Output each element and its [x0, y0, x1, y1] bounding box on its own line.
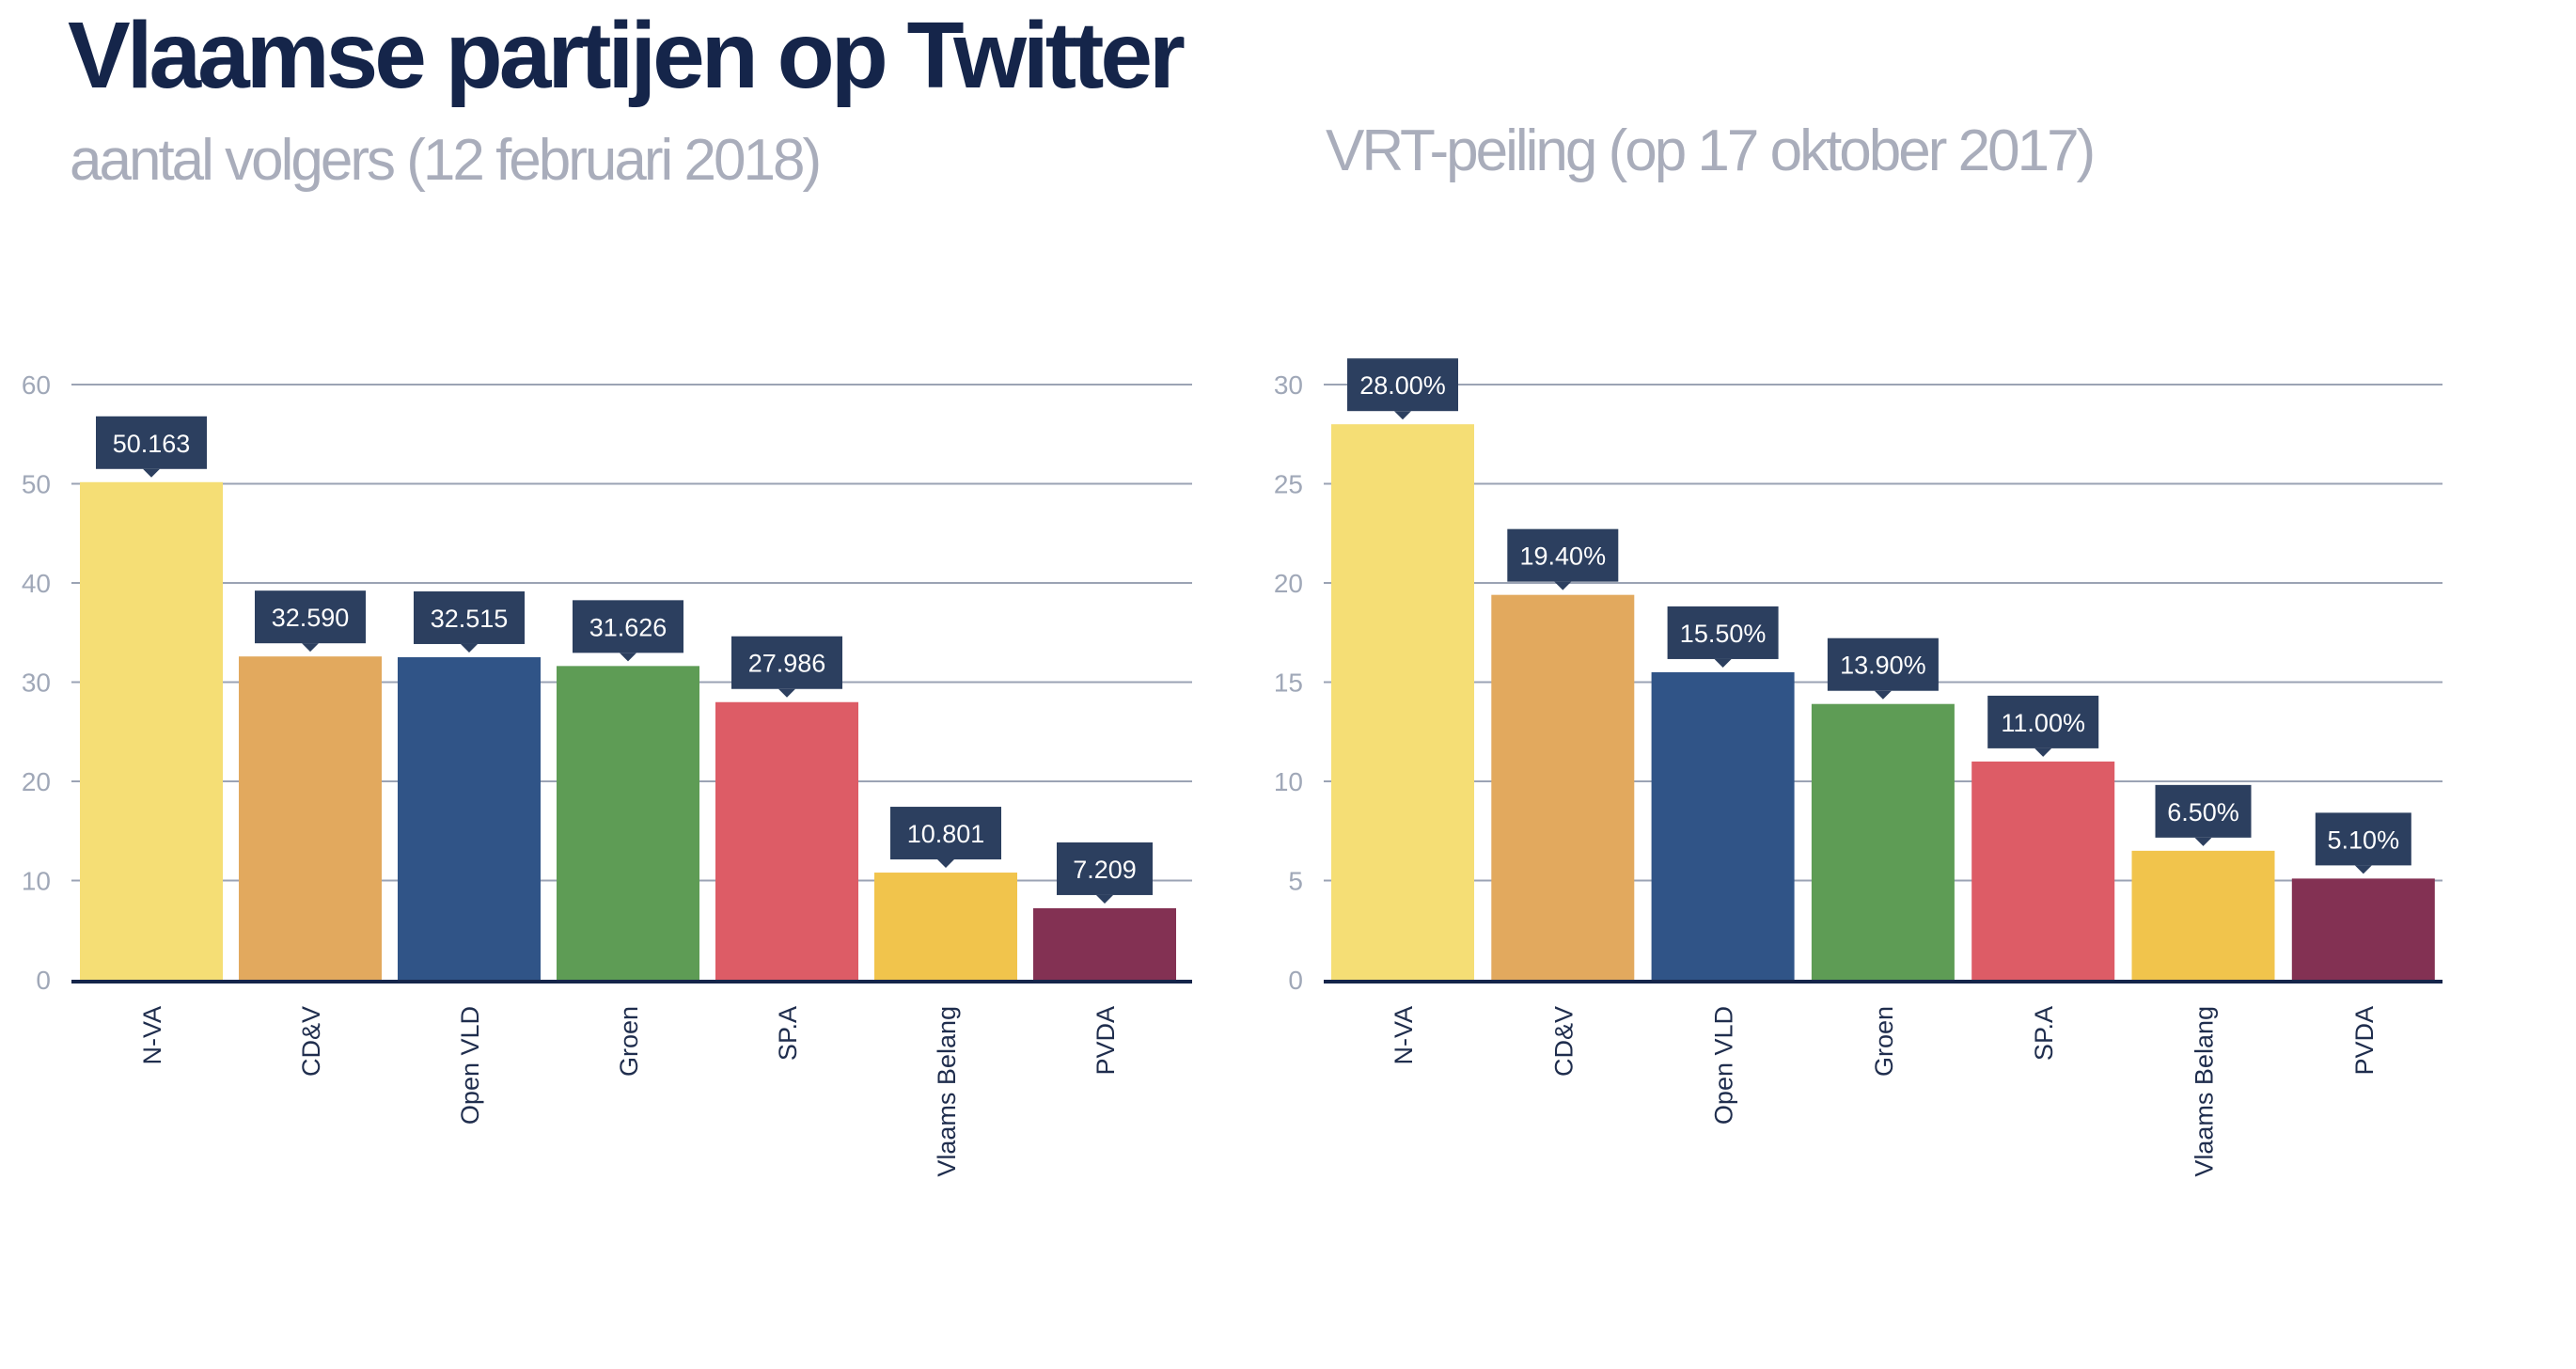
y-tick-label: 10	[1274, 767, 1303, 796]
data-label-box	[1347, 358, 1458, 412]
y-tick-label: 25	[1274, 470, 1303, 499]
bar	[239, 656, 382, 980]
data-label-pointer	[2354, 865, 2372, 874]
data-label-box	[1827, 637, 1939, 691]
x-category-label: Vlaams Belang	[933, 1006, 961, 1177]
x-category-label: SP.A	[2030, 1006, 2058, 1061]
y-tick-label: 40	[22, 569, 51, 598]
x-category-label: CD&V	[297, 1006, 325, 1077]
x-category-label: CD&V	[1549, 1006, 1578, 1077]
data-label: 5.10%	[2328, 826, 2400, 854]
data-label: 50.163	[113, 430, 191, 458]
bar	[1331, 424, 1474, 980]
bar	[715, 701, 858, 980]
bar	[1811, 703, 1955, 980]
data-label-pointer	[302, 643, 319, 653]
bar	[557, 666, 699, 980]
data-label: 27.986	[748, 650, 826, 678]
x-category-label: N-VA	[138, 1006, 166, 1065]
data-label: 19.40%	[1520, 543, 1607, 571]
data-label: 32.515	[431, 605, 509, 633]
y-tick-label: 30	[22, 669, 51, 698]
data-label-box	[890, 807, 1001, 860]
x-category-label: SP.A	[774, 1006, 802, 1061]
y-tick-label: 20	[22, 767, 51, 796]
data-label: 31.626	[589, 613, 668, 641]
data-label-box	[1667, 606, 1779, 659]
data-label-box	[255, 590, 366, 644]
data-label-box	[573, 600, 683, 653]
data-label: 10.801	[907, 820, 985, 848]
data-label-box	[1507, 528, 1619, 582]
bar	[80, 481, 223, 980]
data-label-pointer	[461, 643, 478, 653]
data-label-pointer	[1096, 894, 1113, 904]
data-label-box	[2155, 784, 2252, 838]
data-label-pointer	[2194, 837, 2212, 846]
data-label-box	[1057, 842, 1153, 895]
x-category-label: Groen	[1870, 1006, 1898, 1077]
y-tick-label: 15	[1274, 669, 1303, 698]
data-label: 15.50%	[1680, 620, 1767, 648]
data-label: 13.90%	[1840, 652, 1926, 680]
chart-1-title: aantal volgers (12 februari 2018)	[70, 128, 822, 193]
data-label-box	[1987, 695, 2099, 748]
data-label: 28.00%	[1359, 371, 1446, 400]
y-tick-label: 0	[36, 966, 51, 995]
bar	[1033, 907, 1176, 980]
bar	[1971, 761, 2115, 980]
y-tick-label: 50	[22, 470, 51, 499]
data-label: 32.590	[272, 604, 350, 632]
data-label-box	[414, 590, 525, 644]
page-title: Vlaamse partijen op Twitter	[68, 3, 1186, 108]
data-label: 7.209	[1073, 856, 1137, 884]
y-tick-label: 5	[1288, 867, 1303, 896]
x-category-label: Open VLD	[456, 1006, 484, 1125]
bar	[2131, 850, 2275, 980]
bar	[1651, 671, 1795, 980]
x-category-label: Vlaams Belang	[2191, 1006, 2219, 1177]
data-label-pointer	[937, 859, 954, 869]
data-label-pointer	[1394, 411, 1411, 420]
data-label-pointer	[620, 653, 636, 662]
y-tick-label: 10	[22, 867, 51, 896]
data-label: 6.50%	[2167, 798, 2239, 826]
data-label-box	[731, 636, 842, 689]
x-category-label: PVDA	[1092, 1006, 1120, 1076]
x-category-label: N-VA	[1390, 1006, 1418, 1065]
bar	[874, 873, 1017, 980]
x-category-label: Groen	[615, 1006, 643, 1077]
y-tick-label: 60	[22, 370, 51, 400]
x-category-label: PVDA	[2350, 1006, 2379, 1076]
data-label-box	[96, 416, 207, 469]
data-label: 11.00%	[2001, 709, 2085, 737]
y-tick-label: 30	[1274, 370, 1303, 400]
data-label-pointer	[1714, 658, 1732, 668]
data-label-pointer	[778, 688, 795, 698]
bar	[398, 656, 541, 980]
data-label-pointer	[143, 468, 160, 478]
chart-2-title: VRT-peiling (op 17 oktober 2017)	[1326, 118, 2096, 183]
bar	[1491, 594, 1635, 980]
data-label-pointer	[1554, 581, 1572, 590]
data-label-pointer	[1874, 690, 1892, 700]
y-tick-label: 20	[1274, 569, 1303, 598]
bar	[2291, 878, 2435, 980]
x-category-label: Open VLD	[1710, 1006, 1738, 1125]
data-label-pointer	[2034, 747, 2052, 757]
y-tick-label: 0	[1288, 966, 1303, 995]
data-label-box	[2315, 812, 2411, 866]
